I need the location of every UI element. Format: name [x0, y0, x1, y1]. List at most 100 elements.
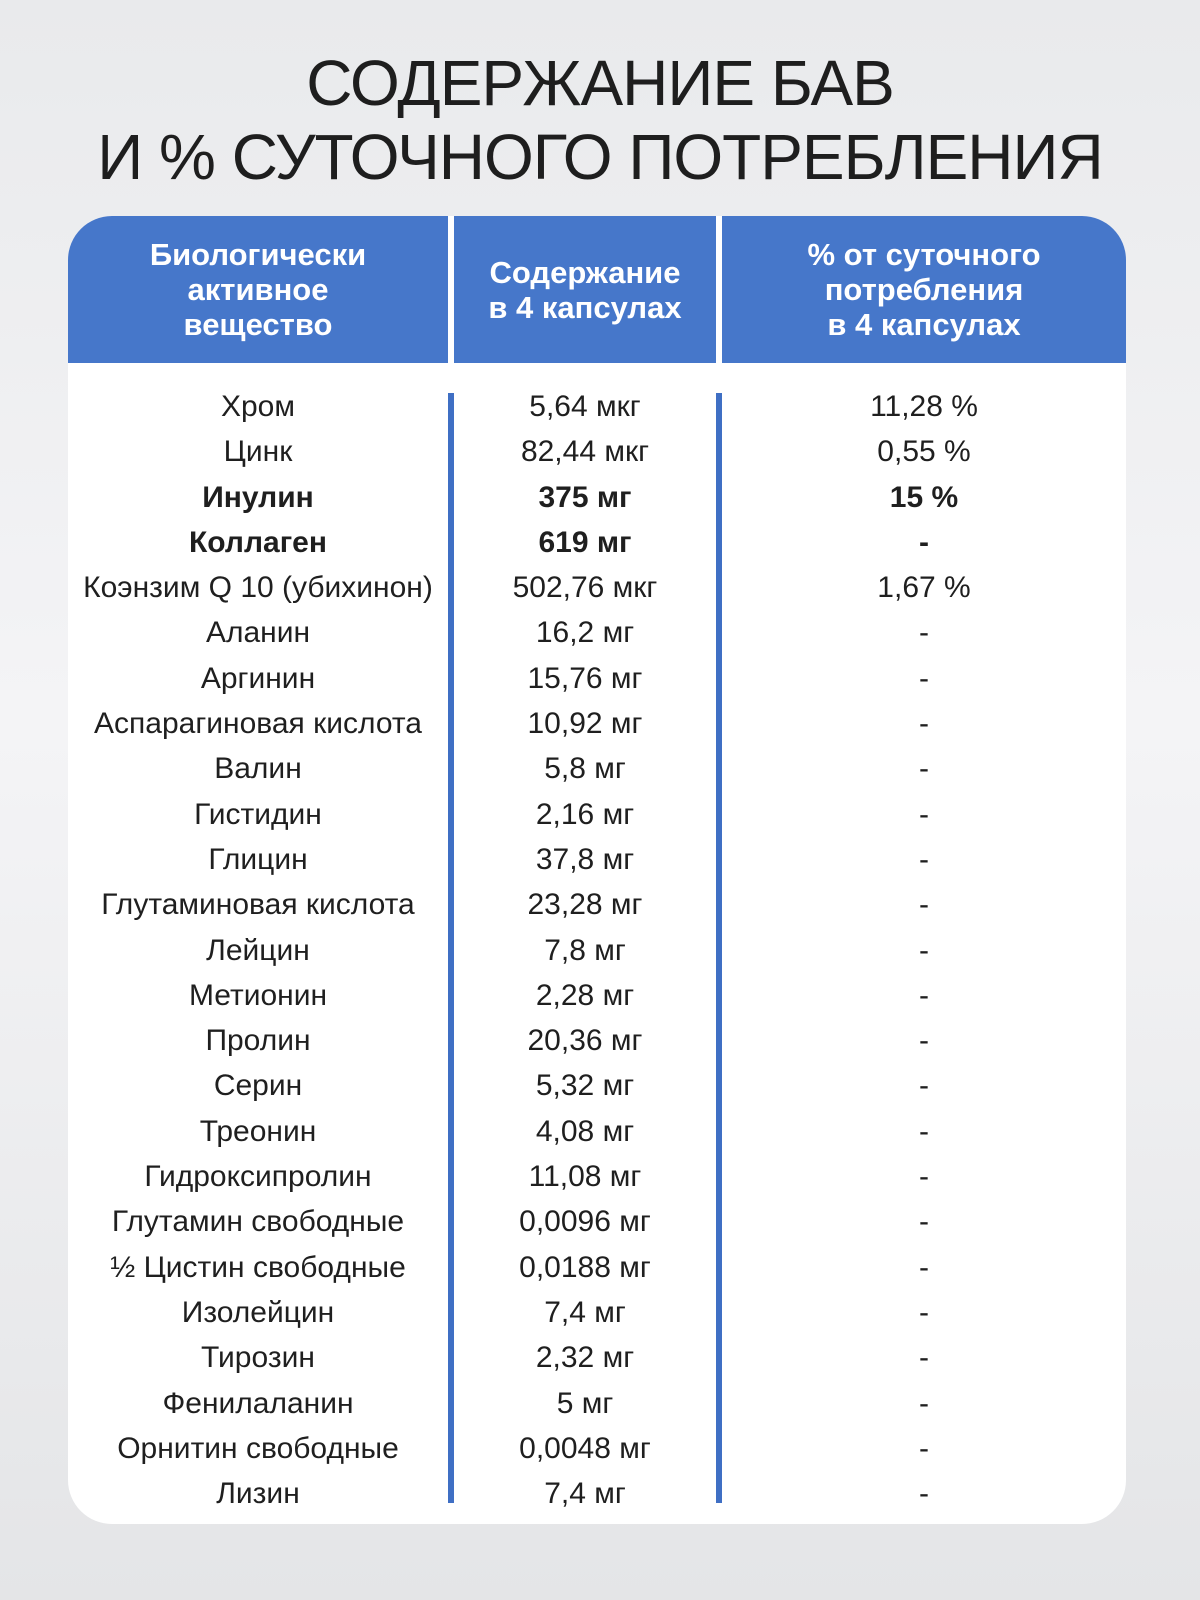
- table-row: Глутамин свободные 0,0096 мг -: [68, 1199, 1126, 1244]
- table-row: Цинк 82,44 мкг 0,55 %: [68, 429, 1126, 474]
- column-divider: [716, 393, 722, 1503]
- amount-cell: 0,0096 мг: [519, 1205, 651, 1239]
- table-row: Глутаминовая кислота 23,28 мг -: [68, 882, 1126, 927]
- table-row: Тирозин 2,32 мг -: [68, 1335, 1126, 1380]
- table-row: Лейцин 7,8 мг -: [68, 928, 1126, 973]
- substance-cell: Глутамин свободные: [111, 1205, 405, 1239]
- amount-cell: 0,0048 мг: [519, 1431, 651, 1465]
- amount-cell: 2,28 мг: [535, 978, 635, 1012]
- percent-cell: -: [919, 842, 929, 876]
- title-line-1: СОДЕРЖАНИЕ БАВ: [306, 47, 895, 119]
- percent-cell: -: [919, 797, 929, 831]
- substance-cell: Фенилаланин: [162, 1386, 354, 1420]
- header-divider: [716, 216, 722, 363]
- header-divider: [448, 216, 454, 363]
- substance-cell: Орнитин свободные: [117, 1431, 399, 1465]
- substance-cell: Пролин: [205, 1024, 311, 1058]
- header-cell-percent: % от суточного потребления в 4 капсулах: [722, 216, 1126, 363]
- table-row: Валин 5,8 мг -: [68, 746, 1126, 791]
- substance-cell: Коэнзим Q 10 (убихинон): [83, 571, 433, 605]
- substance-cell: ½ Цистин свободные: [110, 1250, 406, 1284]
- percent-cell: -: [919, 933, 929, 967]
- amount-cell: 10,92 мг: [527, 707, 643, 741]
- header-cell-substance: Биологически активное вещество: [68, 216, 448, 363]
- percent-cell: 15 %: [889, 480, 959, 514]
- table-row: Инулин 375 мг 15 %: [68, 475, 1126, 520]
- percent-cell: -: [919, 1341, 929, 1375]
- table-header: Биологически активное вещество Содержани…: [68, 216, 1126, 363]
- table-body: Хром 5,64 мкг 11,28 % Цинк 82,44 мкг 0,55 % Ин…: [68, 384, 1126, 1516]
- percent-cell: -: [919, 752, 929, 786]
- percent-cell: -: [919, 661, 929, 695]
- substance-cell: Тирозин: [201, 1341, 315, 1375]
- amount-cell: 5,8 мг: [544, 752, 626, 786]
- header-cell-amount: Содержание в 4 капсулах: [454, 216, 716, 363]
- column-divider: [448, 393, 454, 1503]
- table-row: Аргинин 15,76 мг -: [68, 656, 1126, 701]
- table-row: Аспарагиновая кислота 10,92 мг -: [68, 701, 1126, 746]
- title-line-2: И % СУТОЧНОГО ПОТРЕБЛЕНИЯ: [97, 121, 1103, 193]
- table-row: Лизин 7,4 мг -: [68, 1471, 1126, 1516]
- percent-cell: -: [919, 1250, 929, 1284]
- percent-cell: -: [919, 707, 929, 741]
- amount-cell: 7,4 мг: [544, 1295, 626, 1329]
- amount-cell: 16,2 мг: [535, 616, 635, 650]
- percent-cell: -: [919, 1205, 929, 1239]
- amount-cell: 619 мг: [538, 525, 632, 559]
- header-label-amount: Содержание в 4 капсулах: [488, 254, 682, 325]
- amount-cell: 2,16 мг: [535, 797, 635, 831]
- table-row: Серин 5,32 мг -: [68, 1063, 1126, 1108]
- percent-cell: -: [919, 1295, 929, 1329]
- amount-cell: 15,76 мг: [527, 661, 643, 695]
- substance-cell: Аспарагиновая кислота: [94, 707, 422, 741]
- percent-cell: -: [919, 978, 929, 1012]
- substance-cell: Глицин: [208, 842, 308, 876]
- table-row: Аланин 16,2 мг -: [68, 610, 1126, 655]
- substance-cell: Коллаген: [189, 525, 327, 559]
- table-row: Изолейцин 7,4 мг -: [68, 1290, 1126, 1335]
- percent-cell: 0,55 %: [877, 435, 971, 469]
- percent-cell: -: [919, 1114, 929, 1148]
- amount-cell: 5,64 мкг: [529, 390, 641, 423]
- percent-cell: 1,67 %: [877, 571, 971, 605]
- amount-cell: 37,8 мг: [535, 842, 635, 876]
- amount-cell: 11,08 мг: [528, 1160, 642, 1194]
- table-row: Коэнзим Q 10 (убихинон) 502,76 мкг 1,67 %: [68, 565, 1126, 610]
- substance-cell: Треонин: [199, 1114, 317, 1148]
- substance-cell: Аланин: [205, 616, 311, 650]
- percent-cell: -: [919, 1024, 929, 1058]
- table-row: Метионин 2,28 мг -: [68, 973, 1126, 1018]
- amount-cell: 20,36 мг: [527, 1024, 643, 1058]
- percent-cell: -: [919, 1431, 929, 1465]
- amount-cell: 7,4 мг: [544, 1477, 626, 1511]
- percent-cell: -: [919, 1386, 929, 1420]
- table-row: Орнитин свободные 0,0048 мг -: [68, 1426, 1126, 1471]
- header-label-substance: Биологически активное вещество: [149, 237, 367, 342]
- percent-cell: -: [919, 616, 929, 650]
- substance-cell: Валин: [214, 752, 302, 786]
- substance-cell: Лизин: [216, 1477, 300, 1511]
- percent-cell: -: [919, 888, 929, 922]
- substance-cell: Хром: [220, 390, 295, 423]
- substance-cell: Серин: [213, 1069, 303, 1103]
- table-row: Треонин 4,08 мг -: [68, 1109, 1126, 1154]
- percent-cell: -: [919, 1069, 929, 1103]
- nutrient-table: Биологически активное вещество Содержани…: [68, 216, 1126, 1524]
- table-row: Глицин 37,8 мг -: [68, 837, 1126, 882]
- substance-cell: Гидроксипролин: [144, 1160, 372, 1194]
- substance-cell: Цинк: [223, 435, 293, 469]
- amount-cell: 5 мг: [556, 1386, 614, 1420]
- amount-cell: 2,32 мг: [535, 1341, 635, 1375]
- substance-cell: Гистидин: [194, 797, 322, 831]
- amount-cell: 502,76 мкг: [512, 571, 658, 605]
- substance-cell: Глутаминовая кислота: [101, 888, 415, 922]
- percent-cell: 11,28 %: [870, 390, 978, 423]
- amount-cell: 82,44 мкг: [520, 435, 650, 469]
- table-row: Гидроксипролин 11,08 мг -: [68, 1154, 1126, 1199]
- table-row: Гистидин 2,16 мг -: [68, 792, 1126, 837]
- substance-cell: Лейцин: [206, 933, 310, 967]
- amount-cell: 5,32 мг: [535, 1069, 635, 1103]
- amount-cell: 0,0188 мг: [519, 1250, 651, 1284]
- table-row: Коллаген 619 мг -: [68, 520, 1126, 565]
- table-row: Хром 5,64 мкг 11,28 %: [68, 384, 1126, 429]
